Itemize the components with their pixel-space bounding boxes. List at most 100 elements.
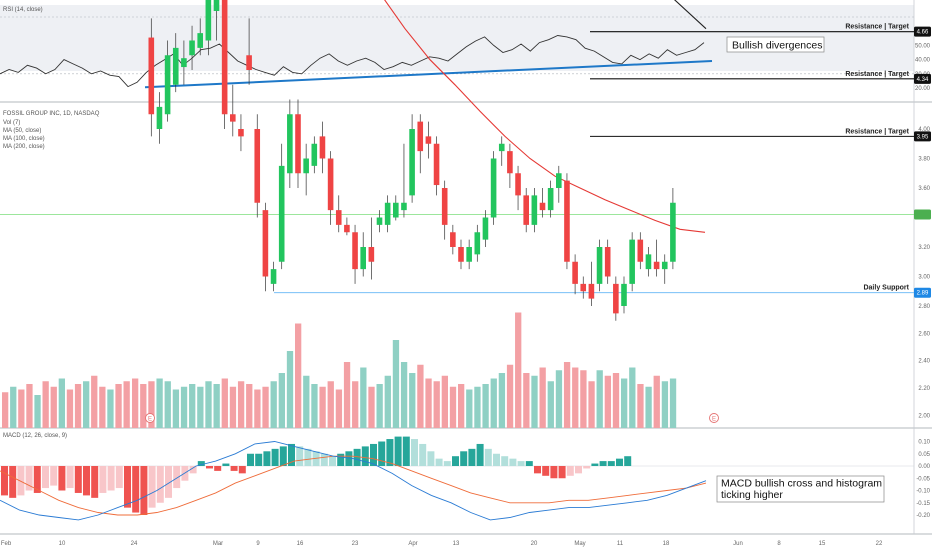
volume-bar [189,384,196,428]
macd-note-box [716,475,885,503]
candle-down [433,143,440,186]
volume-bar [50,386,57,428]
macd-histogram-bar [66,466,74,489]
macd-histogram-bar [394,436,402,466]
volume-bars [2,312,677,428]
time-tick-label: 23 [352,541,359,547]
candle-down [613,283,619,314]
rsi-divergence-trendline [144,60,713,89]
volume-bar [34,395,41,428]
volume-bar [376,384,383,428]
candle-down [539,202,546,211]
time-tick-label: Apr [408,541,417,547]
volume-bar [360,367,367,428]
volume-bar [531,375,538,428]
time-tick-label: 16 [297,541,304,547]
candles [148,0,676,321]
macd-histogram-bar [17,466,25,496]
macd-histogram-bar [247,453,254,466]
candle-down [238,129,244,137]
macd-histogram-bar [591,463,599,466]
macd-histogram-bar [263,451,271,466]
earnings-marker-icon[interactable] [709,413,719,423]
candle-down [588,283,595,299]
ma-red-line [384,0,706,233]
earnings-marker-letter: E [712,417,716,423]
volume-bar [335,389,343,428]
level-price-tag-text: 3.95 [917,134,929,140]
candle-down [572,261,578,284]
candle-up [498,143,505,152]
volume-bar [466,389,473,428]
time-tick-label: 9 [256,541,260,547]
price-tick-label: 4.00 [918,127,930,133]
volume-bar [262,386,269,428]
volume-bar [2,392,9,428]
macd-histogram-bar [517,461,525,466]
macd-histogram-bar [493,453,500,466]
macd-histogram-bar [320,453,328,466]
volume-bar [629,367,636,428]
macd-histogram-bar [148,466,156,508]
time-tick-label: 15 [819,541,826,547]
candle-down [295,114,301,174]
price-tick-label: 2.60 [918,331,930,337]
time-tick-label: 24 [131,541,138,547]
candle-down [319,136,326,159]
macd-histogram-bar [173,466,181,489]
macd-histogram-bar [534,466,541,474]
candle-down [458,247,464,262]
earnings-marker-icon[interactable] [145,413,155,423]
macd-histogram-bar [50,466,58,486]
volume-bar [343,362,351,428]
volume-bar [286,351,294,428]
level-price-tag-text: 4.34 [917,77,929,83]
macd-histogram-bar [25,466,33,491]
candle-down [246,55,252,70]
volume-bar [604,375,611,428]
macd-tick-label: -0.20 [916,513,930,519]
macd-histogram-bar [222,463,230,466]
volume-bar [352,381,359,428]
macd-histogram-bar [33,466,41,493]
macd-histogram-bar [353,448,361,466]
candle-down [425,136,432,144]
macd-histogram-bar [156,466,164,503]
candle-up [670,202,676,262]
candle-up [287,114,293,174]
candle-up [629,239,635,284]
candle-up [189,40,195,56]
macd-histogram-bar [238,466,246,474]
candle-up [490,158,497,218]
volume-bar [164,381,171,428]
macd-histogram-bar [460,451,468,466]
level-price-tag-text: 2.89 [917,291,929,297]
level-price-tag-text: 4.66 [917,30,929,36]
macd-label: MACD (12, 26, close, 9) [3,433,67,439]
candle-up [621,283,627,306]
time-tick-label: Feb [1,541,12,547]
price-tick-label: 2.40 [918,359,930,365]
macd-note-line1: MACD bullish cross and histogram [721,478,882,490]
volume-bar [140,384,147,428]
candle-down [450,232,456,247]
candle-up [270,269,277,284]
macd-histogram-bar [74,466,82,493]
volume-bar [83,381,90,428]
candle-up [164,55,171,115]
volume-bar [572,367,579,428]
volume-bar [596,370,603,428]
volume-bar [58,378,65,428]
macd-histogram-bar [296,446,304,466]
macd-histogram-bar [468,448,476,466]
macd-histogram-bar [107,466,115,491]
macd-histogram-bar [501,456,509,466]
macd-histogram-bar [304,448,312,466]
macd-histogram-bar [452,456,459,466]
macd-histogram-bar [427,451,435,466]
volume-bar [580,370,587,428]
time-tick-label: 18 [663,541,670,547]
candle-up [311,143,318,166]
volume-bar [66,389,74,428]
candle-down [327,158,334,211]
